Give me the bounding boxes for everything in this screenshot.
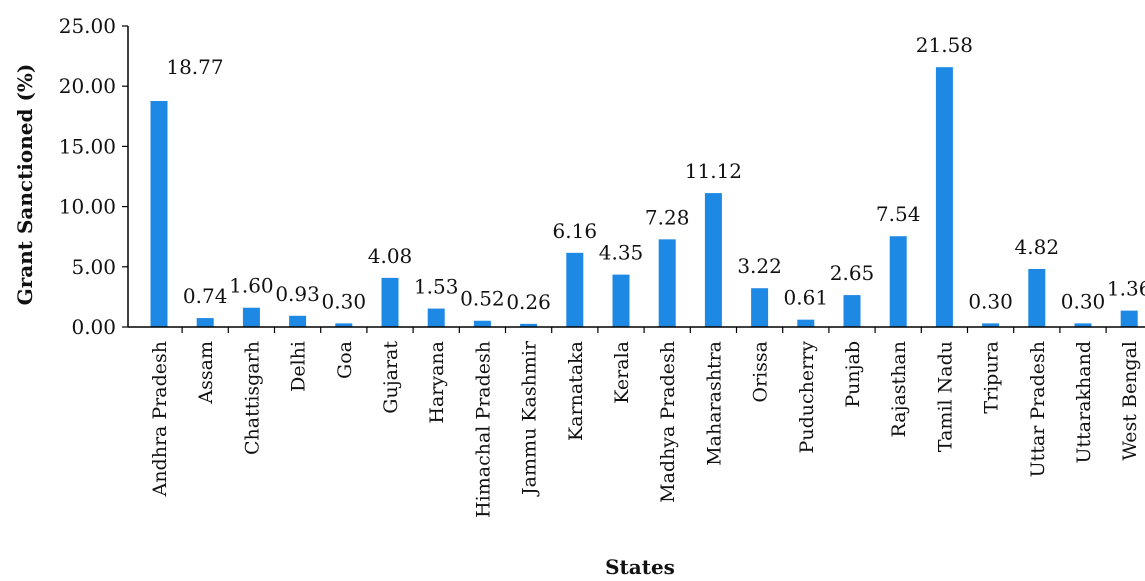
data-label: 0.61 [784,286,829,310]
bar [381,277,399,327]
data-label: 11.12 [685,159,742,183]
x-tick-label: Puducherry [796,341,818,454]
x-tick-label: Assam [195,341,217,405]
y-tick-label: 25.00 [59,14,116,38]
x-tick-label: Chattisgarh [241,341,263,455]
bar [797,319,815,327]
data-label: 21.58 [916,33,973,57]
y-axis-title: Grant Sanctioned (%) [13,64,37,306]
x-tick-label: Punjab [842,341,864,408]
data-label: 6.16 [553,219,598,243]
bar [150,101,168,327]
x-tick-label: Orissa [750,341,772,403]
x-tick-label: Rajasthan [888,341,910,437]
bar [566,252,584,327]
x-tick-label: Gujarat [380,341,402,414]
data-label: 4.08 [368,244,413,268]
y-tick-label: 0.00 [71,315,116,339]
bar [289,315,307,327]
bar [751,288,769,327]
y-tick-label: 5.00 [71,255,116,279]
bar [1120,310,1138,327]
bar [704,193,722,327]
data-label: 4.82 [1015,235,1060,259]
bar [1074,323,1092,327]
data-label: 1.36 [1107,277,1145,301]
x-tick-label: Haryana [426,341,448,424]
y-tick-label: 10.00 [59,195,116,219]
y-tick-label: 20.00 [59,74,116,98]
bar [196,318,214,327]
x-tick-label: Tamil Nadu [934,341,956,452]
bar [843,295,861,327]
x-tick-label: Karnataka [565,341,587,441]
data-label: 1.60 [229,274,274,298]
x-tick-label: Goa [334,341,356,379]
data-label: 18.77 [166,55,223,79]
x-tick-label: Kerala [611,341,633,404]
bar [935,67,953,327]
y-axis-ticks: 0.00 5.00 10.00 15.00 20.00 25.00 [59,14,128,339]
x-axis-ticks: Andhra Pradesh Assam Chattisgarh Delhi Goa Gu… [149,327,1141,518]
bar [335,323,353,327]
data-label: 0.30 [322,289,367,313]
x-tick-label: Himachal Pradesh [472,341,494,518]
bars: 18.770.74 1.60 0.93 0.304.081.530.52 0.266.1… [150,33,1145,327]
data-label: 7.54 [876,202,921,226]
x-tick-label: Delhi [288,341,310,392]
x-tick-label: West Bengal [1119,341,1141,461]
bar [889,236,907,327]
bar [1028,268,1046,327]
bar [473,320,491,327]
data-label: 2.65 [830,261,875,285]
bar [658,239,676,327]
data-label: 4.35 [599,241,644,265]
data-label: 1.53 [414,275,459,299]
data-label: 0.30 [968,289,1013,313]
x-tick-label: Maharashtra [703,341,725,466]
bar [612,274,630,327]
data-label: 0.93 [275,282,320,306]
data-label: 7.28 [645,205,690,229]
x-tick-label: Uttar Pradesh [1027,341,1049,477]
bar [520,323,538,327]
data-label: 0.74 [183,284,228,308]
x-tick-label: Uttarakhand [1073,341,1095,464]
data-label: 0.52 [460,287,505,311]
x-tick-label: Madhya Pradesh [657,341,679,503]
x-tick-label: Andhra Pradesh [149,341,171,497]
data-label: 0.30 [1061,289,1106,313]
y-tick-label: 15.00 [59,134,116,158]
x-tick-label: Jammu Kashmir [519,340,541,497]
bar [242,307,260,327]
data-label: 3.22 [737,254,782,278]
bar [427,308,445,327]
bar [982,323,1000,327]
data-label: 0.26 [506,290,551,314]
x-tick-label: Tripura [981,341,1003,414]
x-axis-title: States [605,555,675,579]
